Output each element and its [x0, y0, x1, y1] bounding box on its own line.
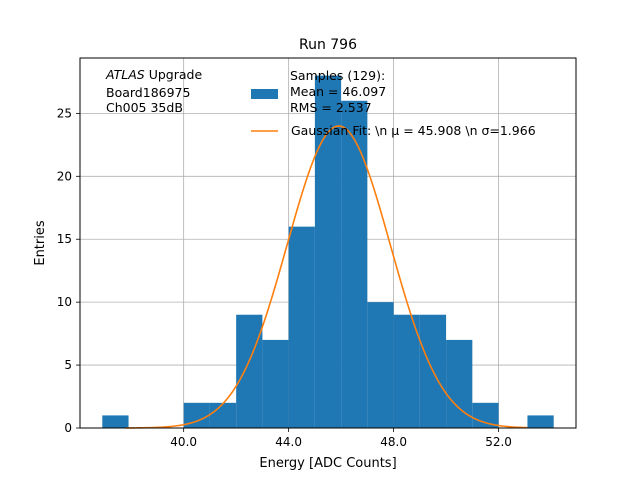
x-tick-label: 40.0 — [170, 435, 197, 449]
x-tick-label: 44.0 — [275, 435, 302, 449]
legend-label-samples: RMS = 2.537 — [290, 100, 372, 115]
y-tick-label: 20 — [57, 169, 72, 183]
histogram-bar — [314, 75, 342, 428]
histogram-bar — [527, 415, 554, 428]
histogram-bar — [393, 314, 420, 428]
y-tick-label: 0 — [64, 421, 72, 435]
x-axis-ticks: 40.0 44.0 48.0 52.0 — [170, 428, 512, 449]
histogram-bar — [446, 339, 473, 428]
y-tick-label: 10 — [57, 295, 72, 309]
atlas-annotation: ATLAS Upgrade Board186975 Ch005 35dB — [105, 67, 202, 115]
histogram-bar — [102, 415, 129, 428]
y-axis-ticks: 0 5 10 15 20 25 — [57, 106, 80, 435]
legend: Samples (129): Mean = 46.097 RMS = 2.537… — [251, 68, 536, 138]
legend-label-samples: Mean = 46.097 — [290, 84, 386, 99]
gaussian-fit-curve — [125, 125, 528, 429]
plot-frame — [79, 57, 577, 429]
chart-title: Run 796 — [299, 37, 357, 53]
legend-label-fit: Gaussian Fit: \n μ = 45.908 \n σ=1.966 — [291, 123, 536, 138]
histogram-bar — [209, 402, 237, 428]
y-tick-label: 25 — [57, 106, 72, 120]
histogram-bar — [341, 100, 368, 428]
legend-swatch-samples — [251, 89, 278, 99]
legend-label-samples: Samples (129): — [290, 68, 385, 83]
y-axis-label: Entries — [33, 220, 48, 266]
gaussian-fit-line — [125, 125, 528, 429]
histogram-bars — [102, 75, 554, 428]
histogram-bar — [472, 402, 499, 428]
histogram-bar — [367, 302, 394, 428]
histogram-bar — [236, 314, 263, 428]
x-tick-label: 52.0 — [485, 435, 512, 449]
annotation-line: ATLAS Upgrade — [105, 67, 202, 82]
annotation-line: Ch005 35dB — [106, 100, 183, 115]
annotation-line: Board186975 — [106, 85, 190, 100]
y-tick-label: 5 — [64, 358, 72, 372]
histogram-bar — [288, 226, 315, 428]
y-tick-label: 15 — [57, 232, 72, 246]
x-axis-label: Energy [ADC Counts] — [259, 456, 396, 471]
x-tick-label: 48.0 — [380, 435, 407, 449]
histogram-bar — [262, 339, 289, 428]
